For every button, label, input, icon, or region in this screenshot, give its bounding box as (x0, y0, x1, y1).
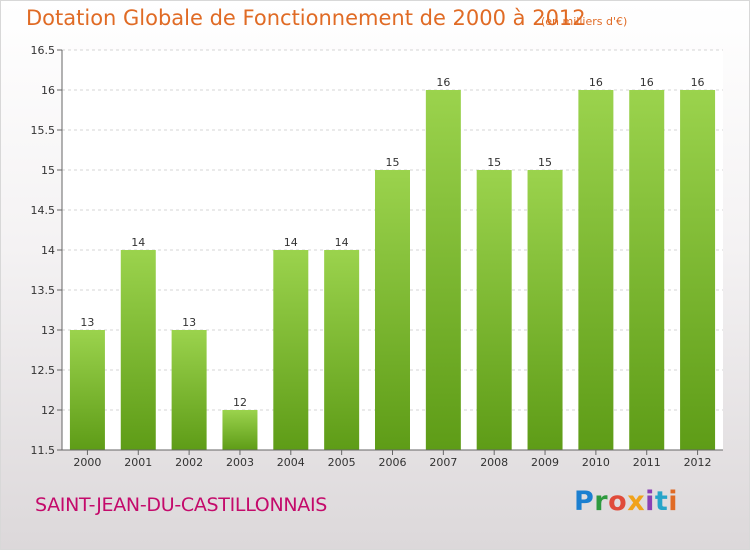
bar-2006 (375, 170, 410, 450)
y-axis-ticks: 11.5 12 12.5 13 13.5 14 14.5 15 15.5 16 16.5 (31, 44, 62, 457)
y-tick-label: 14.5 (31, 204, 56, 217)
bar-2001 (120, 250, 156, 450)
bar-value-label: 16 (691, 76, 705, 89)
y-tick-label: 13 (41, 324, 55, 337)
logo-letter: i (668, 486, 679, 517)
x-tick-label: 2009 (531, 456, 559, 469)
x-tick-label: 2012 (684, 456, 712, 469)
proxiti-logo[interactable]: Proxiti (574, 486, 678, 517)
logo-letter: r (594, 486, 609, 517)
x-tick-label: 2002 (175, 456, 203, 469)
bar-2008 (476, 170, 512, 450)
y-tick-label: 12 (41, 404, 55, 417)
bar-2002 (171, 330, 207, 450)
bars: 13 14 13 12 14 14 15 16 15 15 16 16 16 (69, 76, 716, 450)
x-tick-label: 2004 (277, 456, 305, 469)
y-tick-label: 16 (41, 84, 55, 97)
bar-2007 (425, 90, 461, 450)
bar-value-label: 13 (80, 316, 94, 329)
bar-2009 (527, 170, 563, 450)
x-tick-label: 2010 (582, 456, 610, 469)
logo-letter: o (608, 486, 628, 517)
bar-value-label: 13 (182, 316, 196, 329)
logo-letter: P (574, 486, 595, 517)
x-tick-label: 2001 (124, 456, 152, 469)
bar-2003 (222, 410, 258, 450)
bar-2011 (629, 90, 665, 450)
y-tick-label: 11.5 (31, 444, 56, 457)
bar-2000 (69, 330, 105, 450)
y-tick-label: 15.5 (31, 124, 56, 137)
x-tick-label: 2007 (429, 456, 457, 469)
bar-2004 (273, 250, 309, 450)
logo-letter: i (645, 486, 655, 517)
bar-2010 (578, 90, 614, 450)
y-tick-label: 12.5 (31, 364, 56, 377)
chart-title: Dotation Globale de Fonctionnement de 20… (26, 6, 586, 30)
bar-value-label: 16 (589, 76, 603, 89)
x-tick-label: 2006 (379, 456, 407, 469)
bar-value-label: 14 (131, 236, 145, 249)
logo-letter: x (627, 486, 646, 517)
y-tick-label: 16.5 (31, 44, 56, 57)
bar-value-label: 15 (487, 156, 501, 169)
x-tick-label: 2003 (226, 456, 254, 469)
bar-value-label: 14 (284, 236, 298, 249)
bar-value-label: 15 (538, 156, 552, 169)
town-name: SAINT-JEAN-DU-CASTILLONNAIS (35, 494, 328, 516)
chart-unit: (en milliers d'€) (541, 15, 628, 28)
bar-value-label: 14 (335, 236, 349, 249)
bar-value-label: 16 (640, 76, 654, 89)
bar-2012 (680, 90, 716, 450)
y-tick-label: 13.5 (31, 284, 56, 297)
x-axis-ticks: 2000 2001 2002 2003 2004 2005 2006 2007 2008 2009… (73, 450, 712, 469)
x-tick-label: 2011 (633, 456, 661, 469)
bar-value-label: 12 (233, 396, 247, 409)
bar-value-label: 16 (436, 76, 450, 89)
y-tick-label: 14 (41, 244, 55, 257)
y-tick-label: 15 (41, 164, 55, 177)
x-tick-label: 2005 (328, 456, 356, 469)
bar-value-label: 15 (386, 156, 400, 169)
x-tick-label: 2008 (480, 456, 508, 469)
bar-2005 (324, 250, 360, 450)
x-tick-label: 2000 (73, 456, 101, 469)
logo-letter: t (654, 486, 669, 517)
